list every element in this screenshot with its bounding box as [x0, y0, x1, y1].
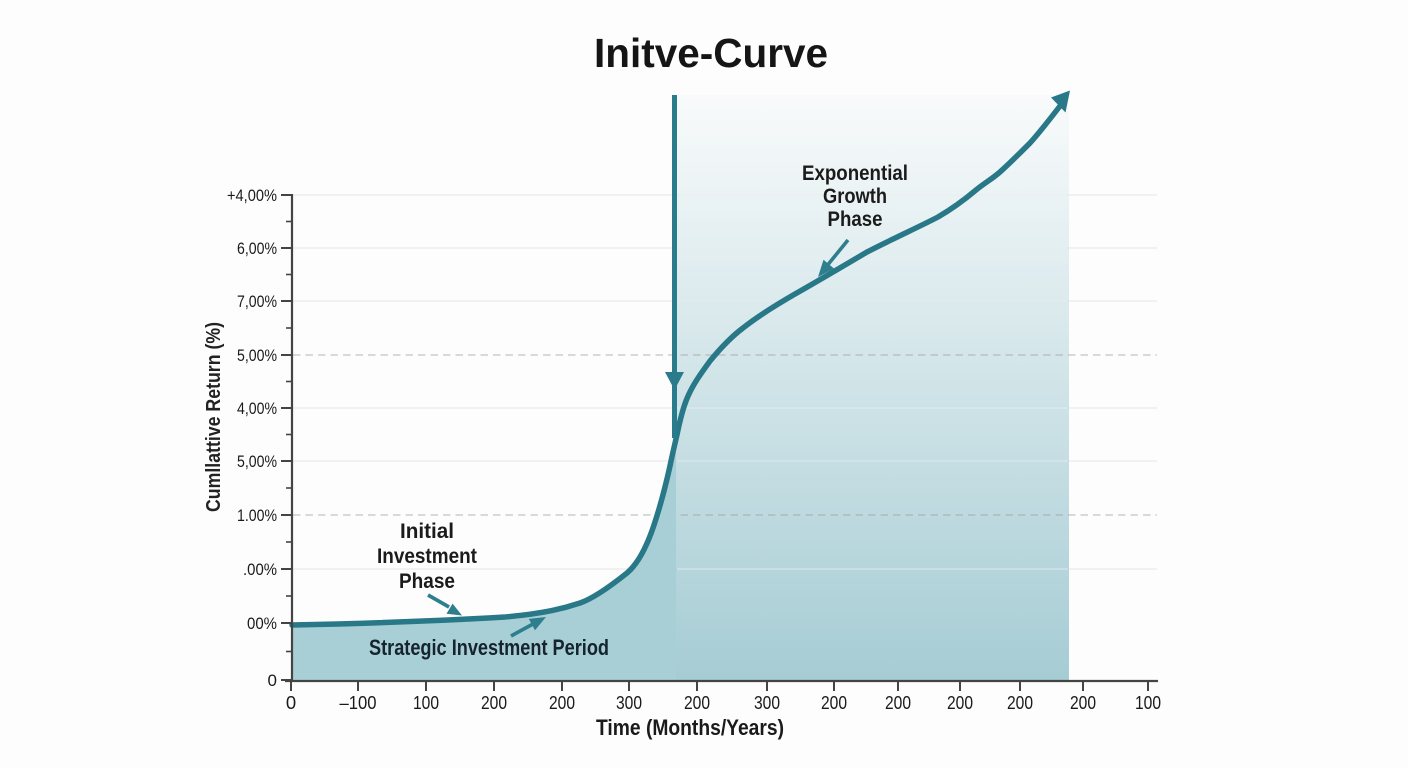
- svg-text:5,00%: 5,00%: [237, 452, 277, 471]
- svg-text:0: 0: [286, 692, 296, 713]
- svg-text:200: 200: [481, 692, 507, 713]
- svg-text:Time (Months/Years): Time (Months/Years): [596, 715, 784, 740]
- svg-text:6,00%: 6,00%: [237, 239, 277, 258]
- svg-text:4,00%: 4,00%: [237, 399, 277, 418]
- svg-text:200: 200: [1070, 692, 1096, 713]
- svg-text:7,00%: 7,00%: [237, 292, 277, 311]
- svg-text:200: 200: [549, 692, 575, 713]
- svg-text:Initial: Initial: [400, 520, 454, 543]
- svg-text:300: 300: [754, 692, 780, 713]
- svg-text:00%: 00%: [247, 614, 277, 633]
- svg-text:1.00%: 1.00%: [237, 506, 277, 525]
- svg-text:+4,00%: +4,00%: [227, 186, 277, 205]
- svg-text:–100: –100: [340, 692, 377, 713]
- svg-text:Phase: Phase: [828, 208, 883, 231]
- svg-text:Phase: Phase: [399, 570, 455, 593]
- svg-text:200: 200: [1007, 692, 1033, 713]
- svg-text:Initve-Curve: Initve-Curve: [594, 30, 828, 76]
- svg-text:Growth: Growth: [823, 185, 887, 208]
- svg-text:5,00%: 5,00%: [237, 346, 277, 365]
- svg-text:200: 200: [821, 692, 847, 713]
- svg-text:0: 0: [268, 671, 277, 690]
- svg-text:Cumllattive Return (%): Cumllattive Return (%): [203, 322, 225, 512]
- svg-text:200: 200: [885, 692, 911, 713]
- svg-text:Investment: Investment: [377, 545, 477, 568]
- svg-text:200: 200: [684, 692, 710, 713]
- svg-text:200: 200: [947, 692, 973, 713]
- svg-text:100: 100: [413, 692, 439, 713]
- svg-text:100: 100: [1135, 692, 1161, 713]
- svg-text:300: 300: [616, 692, 642, 713]
- svg-text:Exponential: Exponential: [802, 162, 908, 185]
- svg-text:.00%: .00%: [243, 560, 277, 579]
- svg-text:Strategic Investment Period: Strategic Investment Period: [369, 635, 609, 660]
